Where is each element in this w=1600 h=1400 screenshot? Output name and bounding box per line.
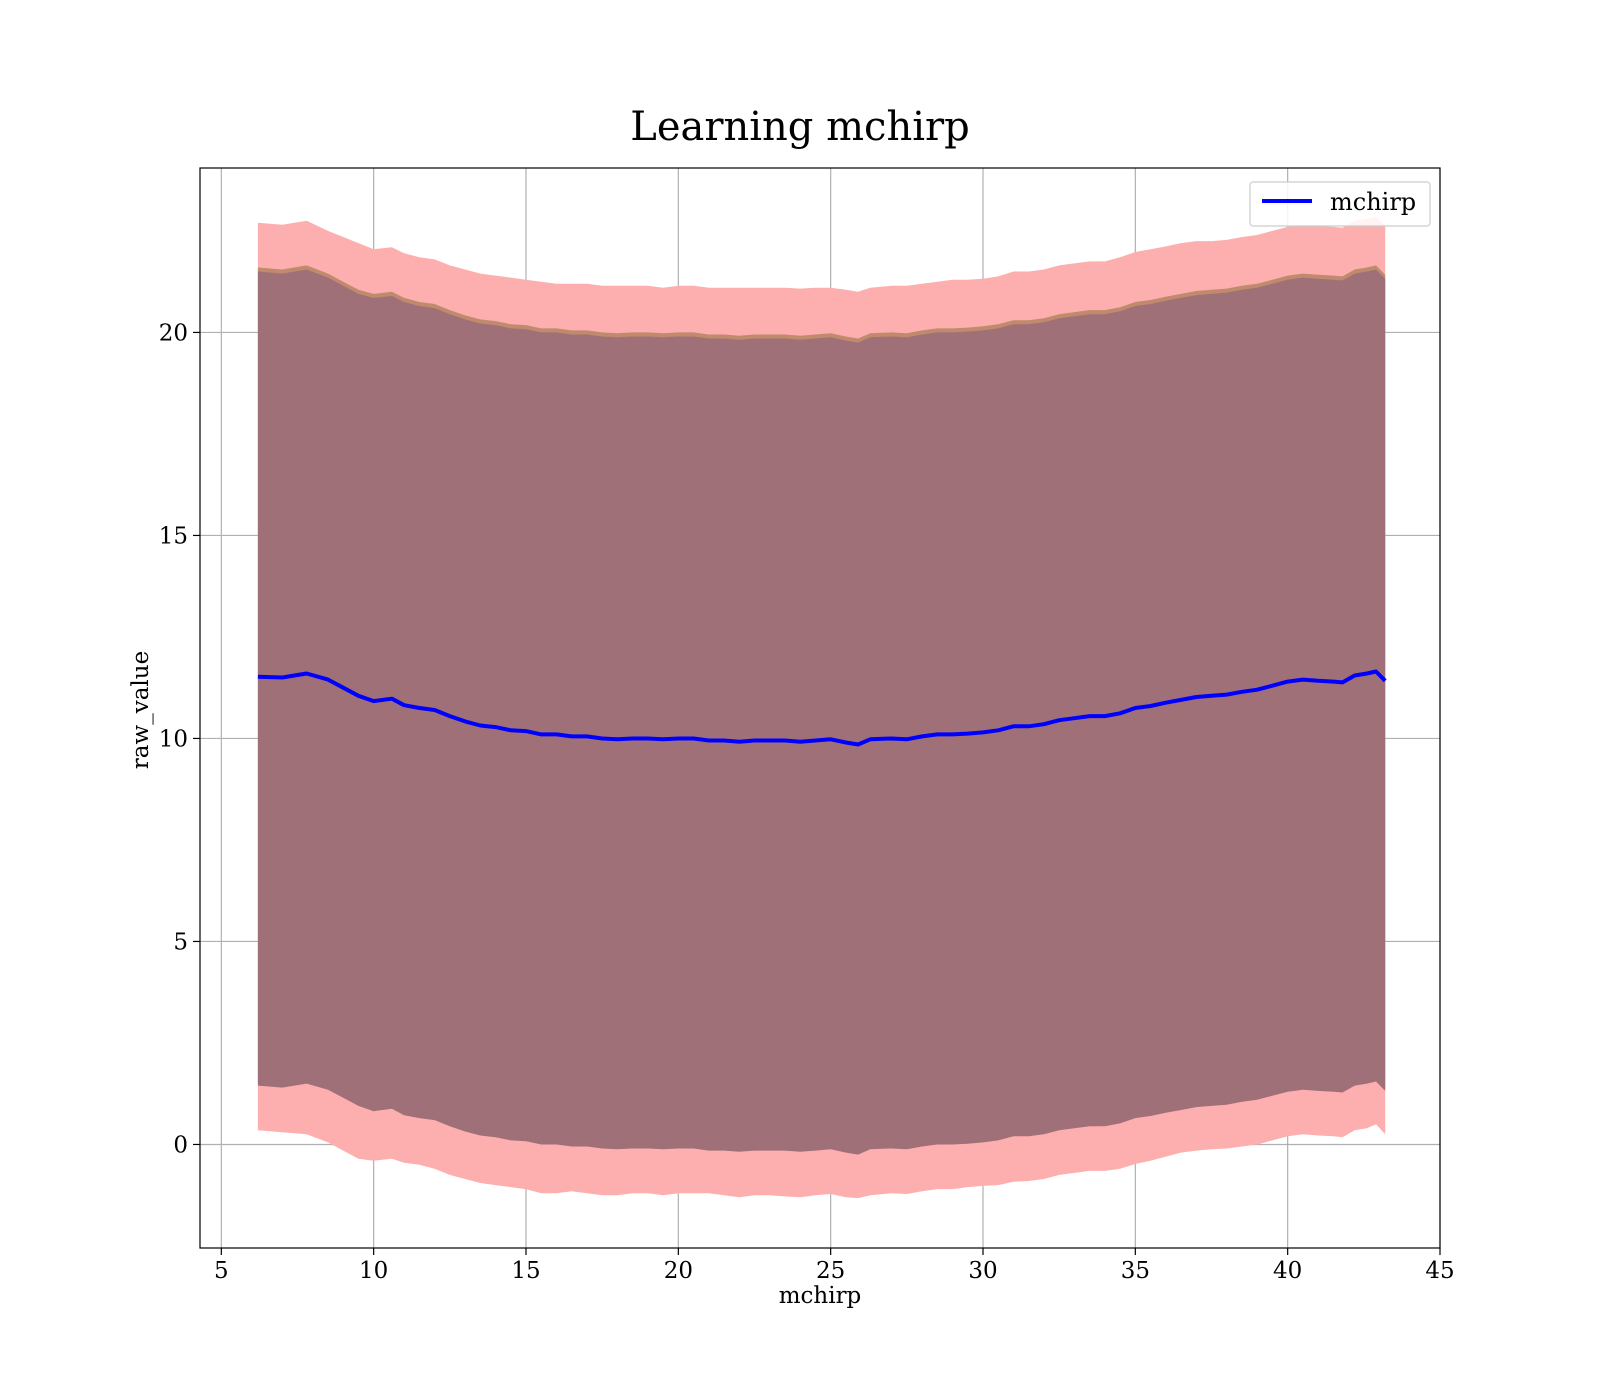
x-axis-label: mchirp bbox=[779, 1283, 862, 1309]
uncertainty-bands bbox=[257, 216, 1386, 1199]
y-axis-label: raw_value bbox=[128, 651, 154, 769]
band-inner bbox=[257, 269, 1386, 1155]
x-axis: 5 10 15 20 25 30 35 40 45 bbox=[214, 1248, 1455, 1284]
y-axis: 0 5 10 15 20 bbox=[159, 320, 200, 1158]
legend-label-mchirp: mchirp bbox=[1330, 188, 1416, 216]
legend: mchirp bbox=[1249, 181, 1431, 227]
x-tick-label: 15 bbox=[511, 1258, 540, 1284]
chart-title: Learning mchirp bbox=[630, 104, 969, 150]
y-tick-label: 15 bbox=[159, 523, 188, 549]
y-tick-label: 10 bbox=[159, 726, 188, 752]
y-tick-label: 5 bbox=[173, 929, 188, 955]
x-tick-label: 25 bbox=[816, 1258, 845, 1284]
x-tick-label: 40 bbox=[1273, 1258, 1302, 1284]
y-tick-label: 0 bbox=[173, 1132, 188, 1158]
plot-area bbox=[199, 167, 1441, 1249]
x-tick-label: 30 bbox=[968, 1258, 997, 1284]
x-tick-label: 35 bbox=[1121, 1258, 1150, 1284]
x-tick-label: 45 bbox=[1425, 1258, 1454, 1284]
series-lines bbox=[257, 669, 1387, 747]
plot-frame bbox=[199, 167, 1441, 1249]
series-line-mchirp bbox=[257, 669, 1387, 747]
x-tick-label: 20 bbox=[664, 1258, 693, 1284]
x-tick-label: 10 bbox=[359, 1258, 388, 1284]
legend-box bbox=[1249, 181, 1431, 227]
x-tick-label: 5 bbox=[214, 1258, 229, 1284]
y-tick-label: 20 bbox=[159, 320, 188, 346]
